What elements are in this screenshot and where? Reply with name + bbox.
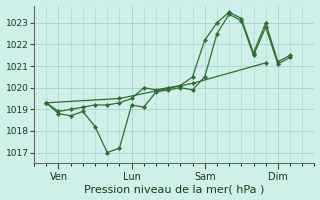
X-axis label: Pression niveau de la mer( hPa ): Pression niveau de la mer( hPa ): [84, 184, 264, 194]
